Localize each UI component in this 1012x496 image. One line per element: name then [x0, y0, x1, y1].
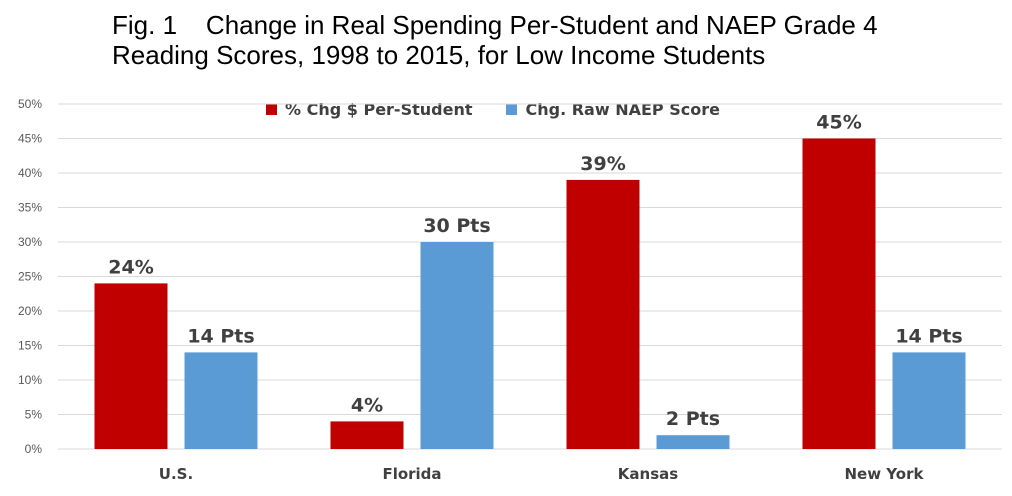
- y-tick-label: 25%: [18, 270, 42, 284]
- data-label: 14 Pts: [895, 325, 962, 347]
- data-label: 24%: [108, 256, 153, 278]
- y-tick-label: 15%: [18, 339, 42, 353]
- legend-label-spending: % Chg $ Per-Student: [285, 100, 473, 119]
- legend-item-naep: Chg. Raw NAEP Score: [506, 100, 720, 119]
- chart-title-line2: Reading Scores, 1998 to 2015, for Low In…: [112, 40, 766, 70]
- bar: [330, 421, 404, 449]
- x-tick-label: Florida: [382, 465, 441, 483]
- y-tick-label: 50%: [18, 97, 42, 111]
- bar: [420, 242, 494, 449]
- data-label: 14 Pts: [187, 325, 254, 347]
- y-tick-label: 10%: [18, 373, 42, 387]
- y-tick-label: 45%: [18, 132, 42, 146]
- data-label: 30 Pts: [423, 215, 490, 237]
- chart-title-line1: Fig. 1 Change in Real Spending Per-Stude…: [112, 10, 878, 40]
- bar: [802, 138, 876, 449]
- y-tick-label: 40%: [18, 166, 42, 180]
- bar: [892, 352, 966, 449]
- y-tick-label: 5%: [25, 408, 43, 422]
- legend-swatch-naep: [506, 104, 518, 115]
- x-tick-label: Kansas: [618, 465, 678, 483]
- data-label: 2 Pts: [666, 408, 720, 430]
- data-label: 39%: [580, 153, 625, 175]
- legend: % Chg $ Per-Student Chg. Raw NAEP Score: [266, 100, 720, 119]
- y-tick-label: 30%: [18, 235, 42, 249]
- chart-title: Fig. 1 Change in Real Spending Per-Stude…: [112, 10, 878, 70]
- y-tick-label: 0%: [25, 442, 43, 456]
- y-tick-label: 20%: [18, 304, 42, 318]
- data-label: 45%: [816, 112, 861, 134]
- legend-item-spending: % Chg $ Per-Student: [266, 100, 472, 119]
- bar: [94, 283, 168, 449]
- y-tick-label: 35%: [18, 201, 42, 215]
- x-tick-label: New York: [845, 465, 925, 483]
- legend-label-naep: Chg. Raw NAEP Score: [525, 100, 720, 119]
- data-label: 4%: [351, 394, 383, 416]
- bar: [566, 179, 640, 449]
- bar: [656, 435, 730, 449]
- legend-swatch-spending: [266, 104, 277, 115]
- bar: [184, 352, 258, 449]
- x-tick-label: U.S.: [159, 465, 193, 483]
